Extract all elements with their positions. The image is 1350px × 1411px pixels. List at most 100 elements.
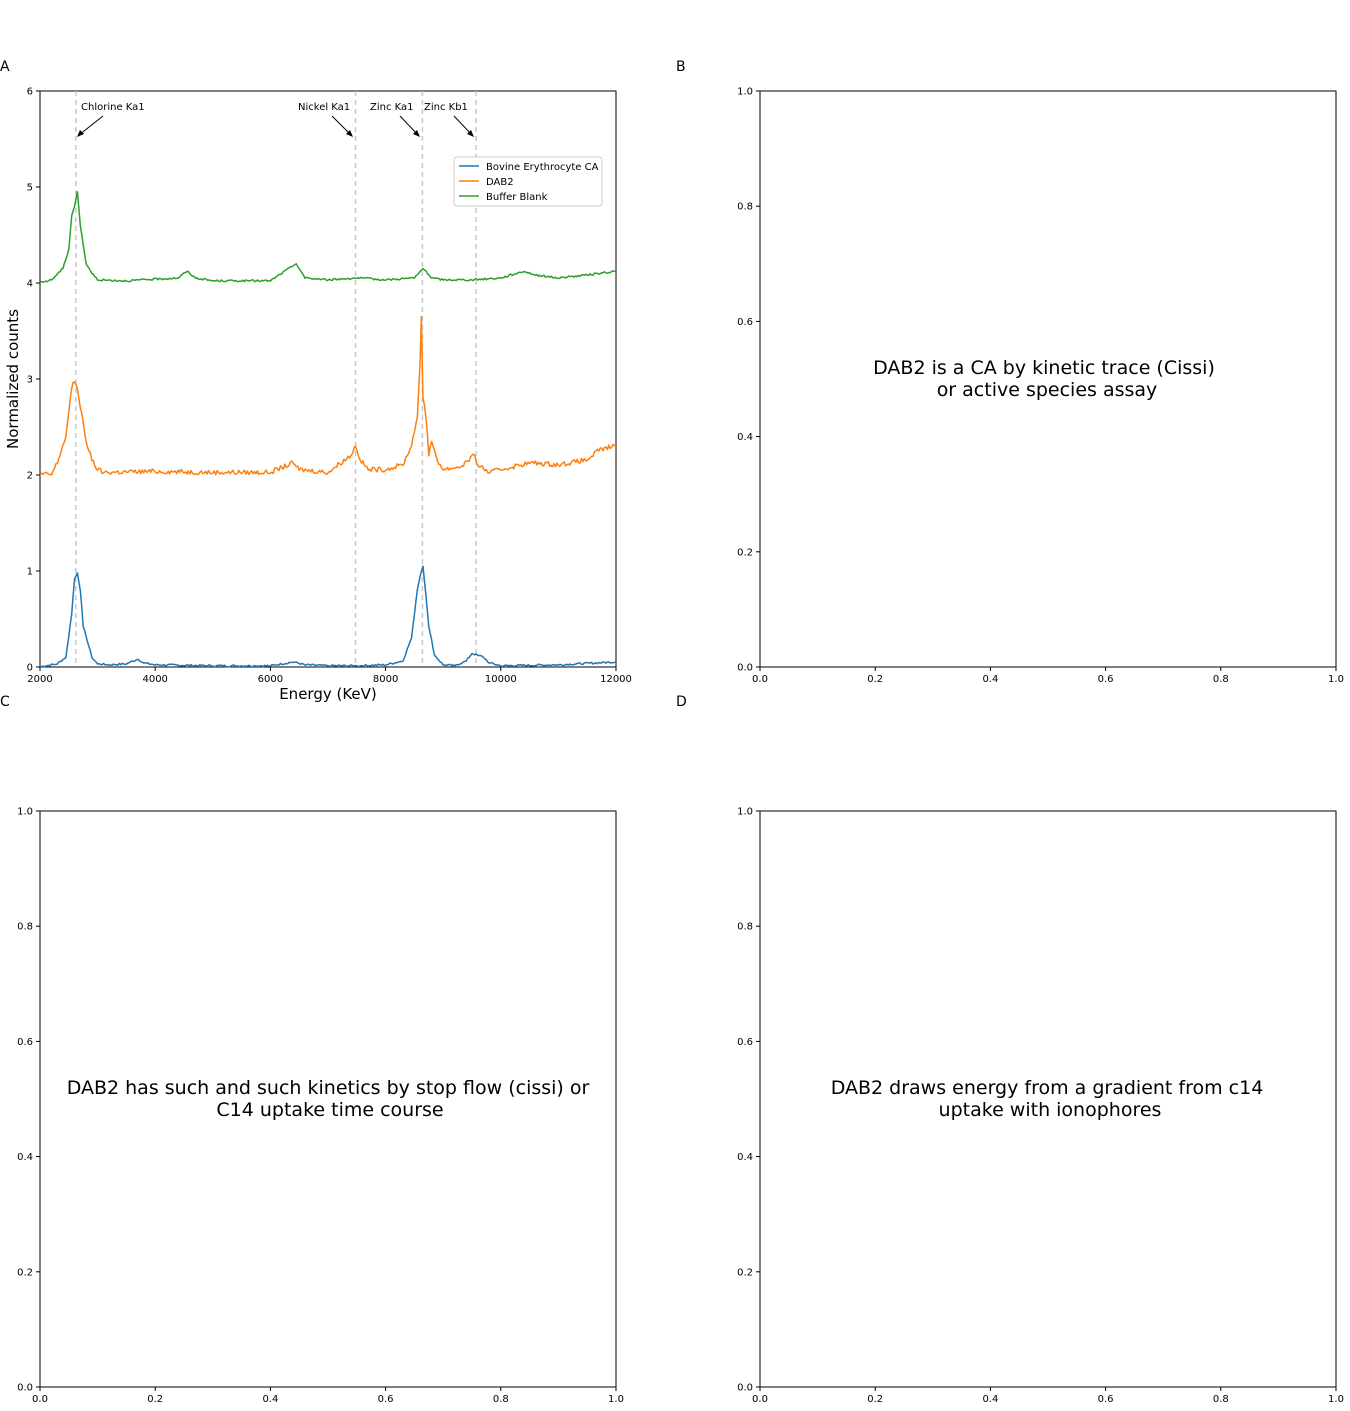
y-tick-label: 5 bbox=[27, 183, 33, 194]
y-tick-label: 0.4 bbox=[737, 432, 753, 443]
x-tick-label: 0.2 bbox=[147, 1394, 163, 1405]
y-axis-label: Normalized counts bbox=[4, 309, 22, 449]
y-tick-label: 0.4 bbox=[17, 1152, 33, 1163]
panel-d-text-line-1: DAB2 draws energy from a gradient from c… bbox=[831, 1077, 1264, 1099]
panel-c-text-line-2: C14 uptake time course bbox=[216, 1099, 443, 1121]
y-tick-label: 0.8 bbox=[737, 922, 753, 933]
y-tick-label: 2 bbox=[27, 471, 33, 482]
panel-d-text-line-2: uptake with ionophores bbox=[939, 1099, 1162, 1121]
annotation-zinc-kb1: Zinc Kb1 bbox=[424, 102, 474, 137]
panel-c: C 0.0 0.2 0.4 0.6 0.8 1.0 0.00.20.40.60.81.0 … bbox=[0, 694, 624, 1405]
x-tick-label: 0.4 bbox=[982, 674, 998, 685]
x-tick-label: 0.0 bbox=[752, 674, 768, 685]
panel-d-axes-frame bbox=[759, 810, 1337, 1388]
panel-d: D 0.0 0.2 0.4 0.6 0.8 1.0 0.00.20.40.60.81.0 … bbox=[676, 694, 1344, 1405]
panel-b: B 0.0 0.2 0.4 0.6 0.8 1.0 0.00.20.40.60.81.0 … bbox=[676, 59, 1344, 685]
panel-b-text-line-2: or active species assay bbox=[937, 379, 1158, 401]
arrowhead bbox=[346, 130, 353, 137]
x-tick-label: 2000 bbox=[27, 674, 52, 685]
x-tick-label: 10000 bbox=[485, 674, 517, 685]
x-axis-label: Energy (KeV) bbox=[279, 685, 377, 703]
legend: Bovine Erythrocyte CA DAB2 Buffer Blank bbox=[453, 156, 603, 207]
y-tick-label: 0.2 bbox=[17, 1267, 33, 1278]
x-tick-label: 0.2 bbox=[867, 674, 883, 685]
x-tick-label: 1.0 bbox=[608, 1394, 624, 1405]
annotation-arrow bbox=[78, 115, 104, 136]
panel-a-letter: A bbox=[0, 59, 10, 75]
x-tick-label: 1.0 bbox=[1328, 674, 1344, 685]
annotation-chlorine-ka1: Chlorine Ka1 bbox=[77, 102, 145, 137]
y-tick-label: 0.0 bbox=[737, 663, 753, 674]
x-ticks: 0.0 0.2 0.4 0.6 0.8 1.0 bbox=[752, 667, 1344, 685]
panel-a: A 2000 4000 6000 8000 10000 12000 0 1 2 3 4 5 6 Chl… bbox=[0, 59, 632, 703]
x-tick-label: 0.2 bbox=[867, 1394, 883, 1405]
series-line-buffer-blank bbox=[39, 191, 617, 284]
panel-b-letter: B bbox=[676, 59, 686, 75]
x-tick-label: 0.6 bbox=[378, 1394, 394, 1405]
legend-entry-buffer: Buffer Blank bbox=[486, 192, 548, 203]
annotation-arrow bbox=[453, 115, 473, 136]
legend-frame bbox=[453, 156, 603, 207]
y-tick-label: 1.0 bbox=[737, 87, 753, 98]
panel-c-axes-frame bbox=[39, 810, 617, 1388]
x-tick-label: 0.0 bbox=[32, 1394, 48, 1405]
panel-b-axes-frame bbox=[759, 90, 1337, 668]
x-tick-label: 0.4 bbox=[262, 1394, 278, 1405]
x-tick-label: 0.8 bbox=[1213, 674, 1229, 685]
annotation-zinc-ka1: Zinc Ka1 bbox=[370, 102, 420, 137]
y-tick-label: 6 bbox=[27, 87, 33, 98]
x-tick-label: 0.0 bbox=[752, 1394, 768, 1405]
x-tick-label: 6000 bbox=[258, 674, 283, 685]
legend-entry-dab2: DAB2 bbox=[486, 177, 514, 188]
panel-c-letter: C bbox=[0, 694, 10, 710]
y-tick-label: 0.6 bbox=[737, 317, 753, 328]
x-ticks: 0.0 0.2 0.4 0.6 0.8 1.0 bbox=[32, 1387, 624, 1405]
y-tick-label: 1.0 bbox=[737, 807, 753, 818]
arrowhead bbox=[77, 130, 84, 137]
y-tick-label: 0.6 bbox=[737, 1037, 753, 1048]
arrowhead bbox=[413, 130, 420, 137]
y-ticks: 0.0 0.2 0.4 0.6 0.8 1.0 bbox=[737, 807, 760, 1394]
arrowhead bbox=[467, 130, 474, 137]
series-group bbox=[39, 191, 617, 668]
x-tick-label: 0.8 bbox=[493, 1394, 509, 1405]
annotation-label: Nickel Ka1 bbox=[298, 102, 350, 113]
x-tick-label: 12000 bbox=[600, 674, 632, 685]
y-tick-label: 0.0 bbox=[17, 1383, 33, 1394]
y-tick-label: 1 bbox=[27, 567, 33, 578]
y-tick-label: 0.2 bbox=[737, 547, 753, 558]
reference-lines bbox=[75, 91, 477, 667]
y-tick-label: 0.4 bbox=[737, 1152, 753, 1163]
y-tick-label: 0.8 bbox=[737, 202, 753, 213]
y-tick-label: 3 bbox=[27, 375, 33, 386]
x-tick-label: 1.0 bbox=[1328, 1394, 1344, 1405]
annotation-label: Zinc Kb1 bbox=[424, 102, 468, 113]
y-tick-label: 0.0 bbox=[737, 1383, 753, 1394]
y-ticks: 0.0 0.2 0.4 0.6 0.8 1.0 bbox=[737, 87, 760, 674]
x-tick-label: 8000 bbox=[373, 674, 398, 685]
x-tick-label: 0.4 bbox=[982, 1394, 998, 1405]
x-tick-label: 0.6 bbox=[1098, 674, 1114, 685]
x-ticks: 0.0 0.2 0.4 0.6 0.8 1.0 bbox=[752, 1387, 1344, 1405]
x-tick-label: 0.6 bbox=[1098, 1394, 1114, 1405]
panel-d-letter: D bbox=[676, 694, 687, 710]
series-line-bovine-erythrocyte-ca bbox=[39, 565, 617, 668]
series-line-dab2 bbox=[39, 315, 617, 476]
y-ticks: 0 1 2 3 4 5 6 bbox=[27, 87, 40, 674]
x-ticks: 2000 4000 6000 8000 10000 12000 bbox=[27, 667, 632, 685]
annotation-arrow bbox=[331, 115, 352, 136]
annotation-label: Zinc Ka1 bbox=[370, 102, 414, 113]
legend-entry-bovine: Bovine Erythrocyte CA bbox=[486, 162, 599, 173]
y-tick-label: 0.8 bbox=[17, 922, 33, 933]
y-tick-label: 1.0 bbox=[17, 807, 33, 818]
x-tick-label: 0.8 bbox=[1213, 1394, 1229, 1405]
annotation-nickel-ka1: Nickel Ka1 bbox=[298, 102, 353, 137]
annotation-label: Chlorine Ka1 bbox=[81, 102, 145, 113]
panel-b-text-line-1: DAB2 is a CA by kinetic trace (Cissi) bbox=[873, 357, 1215, 379]
y-tick-label: 0.2 bbox=[737, 1267, 753, 1278]
annotation-arrow bbox=[399, 115, 419, 136]
y-ticks: 0.0 0.2 0.4 0.6 0.8 1.0 bbox=[17, 807, 40, 1394]
y-tick-label: 0 bbox=[27, 663, 33, 674]
x-tick-label: 4000 bbox=[142, 674, 167, 685]
